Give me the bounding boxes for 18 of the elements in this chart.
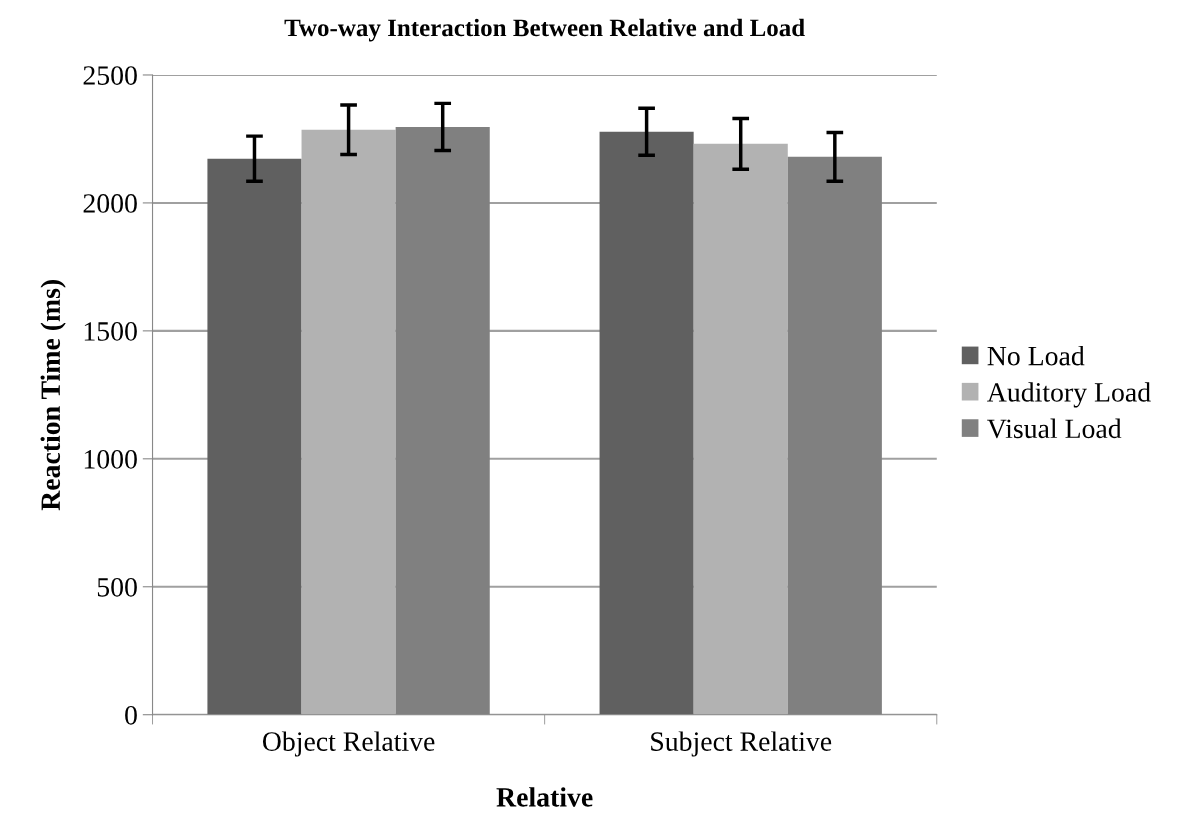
legend-label: Auditory Load xyxy=(987,382,1151,408)
y-tick-label: 2500 xyxy=(83,66,137,85)
y-tick-label: 1000 xyxy=(84,449,137,469)
y-tick-label: 1500 xyxy=(84,322,137,341)
bar xyxy=(301,129,396,715)
bar xyxy=(599,131,694,715)
bar xyxy=(693,143,788,715)
x-axis-title: Relative xyxy=(496,787,593,807)
x-tick-label: Object Relative xyxy=(262,731,435,757)
chart-title: Two-way Interaction Between Relative and Load xyxy=(284,18,805,42)
y-tick-label: 2000 xyxy=(83,194,137,213)
y-tick-label: 0 xyxy=(125,705,137,725)
y-axis-title: Reaction Time (ms) xyxy=(40,280,66,511)
legend-label: Visual Load xyxy=(987,418,1122,439)
x-tick-label: Subject Relative xyxy=(651,731,832,757)
bar xyxy=(207,158,302,715)
y-tick-label: 500 xyxy=(97,577,137,597)
legend-label: No Load xyxy=(987,345,1085,366)
